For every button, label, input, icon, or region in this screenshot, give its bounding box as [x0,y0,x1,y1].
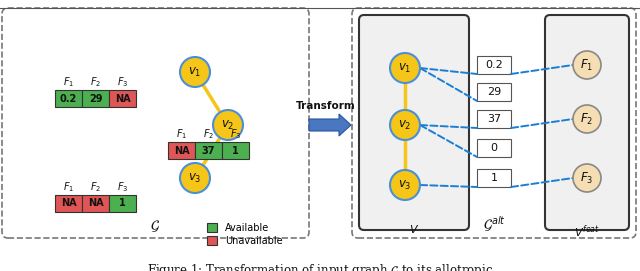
Text: $V$: $V$ [409,223,419,235]
Text: $V^{feat}$: $V^{feat}$ [574,223,600,240]
Text: $F_1$: $F_1$ [63,180,74,194]
Text: $F_3$: $F_3$ [230,127,241,141]
Text: $F_2$: $F_2$ [90,180,101,194]
Text: $F_2$: $F_2$ [90,75,101,89]
Bar [168,142,195,159]
Text: NA: NA [88,198,103,208]
Bar [109,90,136,107]
Bar [55,90,82,107]
Text: $F_3$: $F_3$ [117,180,128,194]
Text: $v_2$: $v_2$ [398,118,412,131]
Text: 1: 1 [119,198,126,208]
Text: $v_1$: $v_1$ [188,66,202,79]
Text: $F_3$: $F_3$ [580,170,594,186]
Text: $v_3$: $v_3$ [188,172,202,185]
Circle shape [213,110,243,140]
FancyBboxPatch shape [2,8,309,238]
FancyBboxPatch shape [352,8,636,238]
Text: NA: NA [61,198,76,208]
Text: $F_1$: $F_1$ [176,127,187,141]
Circle shape [390,170,420,200]
Text: 37: 37 [487,114,501,124]
Text: Figure 1: Transformation of input graph $\mathcal{G}$ to its allotropic: Figure 1: Transformation of input graph … [147,262,493,271]
Text: $v_1$: $v_1$ [398,62,412,75]
Bar [55,195,82,212]
Bar [477,110,511,128]
Text: 37: 37 [202,146,215,156]
Text: 29: 29 [89,93,102,104]
Text: $F_1$: $F_1$ [580,57,594,73]
Circle shape [180,163,210,193]
Text: $F_1$: $F_1$ [63,75,74,89]
Text: NA: NA [173,146,189,156]
Text: 0: 0 [490,143,497,153]
Text: $v_2$: $v_2$ [221,118,235,131]
Text: 1: 1 [490,173,497,183]
Bar [477,56,511,74]
Polygon shape [309,114,351,136]
Circle shape [573,105,601,133]
Text: Transform: Transform [296,101,356,111]
Bar [222,142,249,159]
Circle shape [180,57,210,87]
Text: $v_3$: $v_3$ [398,178,412,192]
Bar [195,142,222,159]
Bar [109,195,136,212]
Text: 0.2: 0.2 [60,93,77,104]
Text: $F_2$: $F_2$ [580,111,593,127]
Text: 0.2: 0.2 [485,60,503,70]
Text: $F_2$: $F_2$ [203,127,214,141]
Bar [477,169,511,187]
Text: $\mathcal{G}^{alt}$: $\mathcal{G}^{alt}$ [483,214,506,234]
Legend: Available, Unavailable: Available, Unavailable [204,219,286,250]
Text: $F_3$: $F_3$ [117,75,128,89]
Circle shape [573,51,601,79]
Text: $\mathcal{G}$: $\mathcal{G}$ [150,218,161,234]
Circle shape [573,164,601,192]
FancyBboxPatch shape [359,15,469,230]
FancyBboxPatch shape [545,15,629,230]
Circle shape [390,53,420,83]
Circle shape [390,110,420,140]
Text: 1: 1 [232,146,239,156]
Bar [82,90,109,107]
Bar [477,139,511,157]
Text: 29: 29 [487,87,501,97]
Text: NA: NA [115,93,131,104]
Bar [477,83,511,101]
Bar [82,195,109,212]
